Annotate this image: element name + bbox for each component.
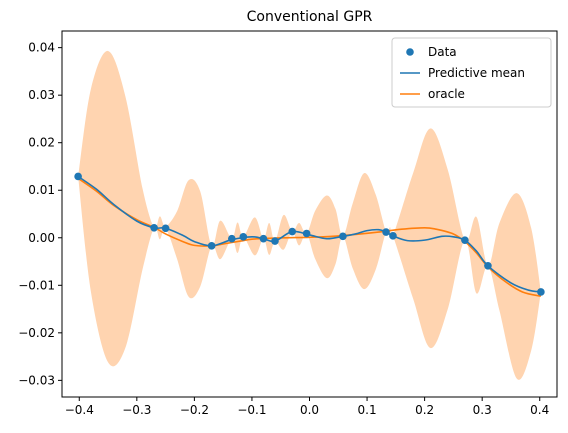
y-tick-label: −0.03 [18,373,55,387]
data-point [74,172,82,181]
y-tick-label: −0.01 [18,278,55,292]
legend-entry-data-label: Data [428,45,457,59]
x-tick-label: 0.2 [415,403,434,417]
legend: Data Predictive mean oracle [391,37,552,108]
y-tick-label: 0.02 [28,136,55,150]
y-tick-label: −0.02 [18,326,55,340]
data-point [537,288,545,296]
y-tick-label: 0.04 [28,41,55,55]
data-point [239,233,248,241]
data-point [271,237,279,245]
x-tick-label: −0.3 [122,403,151,417]
data-point [207,242,216,250]
data-point [302,229,311,238]
data-point [228,234,236,243]
legend-entry-data-marker [406,48,414,56]
data-point [461,236,469,244]
data-point [389,232,397,240]
legend-entry-oracle-label: oracle [428,87,465,101]
legend-box [391,37,552,108]
confidence-band [78,50,541,380]
data-point [150,223,158,232]
y-tick-label: 0.00 [28,231,55,245]
plot-area [74,50,545,380]
x-tick-label: 0.3 [473,403,492,417]
data-point [161,224,170,233]
data-point [259,234,268,243]
x-tick-label: 0.4 [530,403,549,417]
y-tick-label: 0.01 [28,183,55,197]
y-tick-label: 0.03 [28,88,55,102]
chart-title: Conventional GPR [247,9,373,25]
x-tick-label: 0.1 [358,403,377,417]
data-point [484,262,492,270]
axes: −0.4 −0.3 −0.2 −0.1 0.0 0.1 0.2 0.3 0.4 −0.03 −0.0… [18,30,558,417]
x-tick-label: −0.4 [65,403,94,417]
data-point [382,228,390,236]
x-tick-label: 0.0 [300,403,319,417]
data-point [288,227,297,236]
series-oracle-line [77,177,542,298]
x-tick-label: −0.1 [237,403,266,417]
x-tick-label: −0.2 [180,403,209,417]
data-point [339,232,347,241]
legend-entry-predictive-mean-label: Predictive mean [428,66,525,80]
